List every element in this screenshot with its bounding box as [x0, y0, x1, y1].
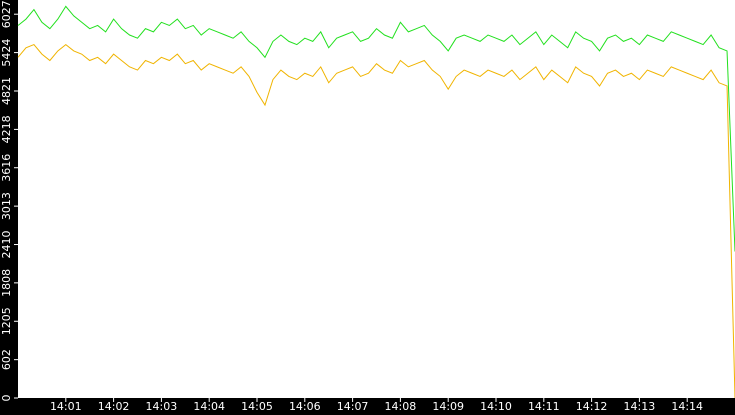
x-tick-label: 14:02 — [98, 400, 130, 413]
y-tick-label: 1808 — [0, 269, 13, 297]
y-tick-label: 0 — [0, 395, 13, 402]
x-tick-label: 14:07 — [337, 400, 369, 413]
x-tick-label: 14:10 — [480, 400, 512, 413]
y-tick-label: 2410 — [0, 231, 13, 259]
x-tick-label: 14:01 — [50, 400, 82, 413]
y-tick-label: 3616 — [0, 154, 13, 182]
x-tick-label: 14:06 — [289, 400, 321, 413]
series-line — [17, 5, 735, 252]
y-tick-label: 1205 — [0, 307, 13, 335]
x-tick-label: 14:12 — [576, 400, 608, 413]
y-tick-label: 4821 — [0, 77, 13, 105]
x-tick-label: 14:08 — [385, 400, 417, 413]
x-tick-label: 14:03 — [146, 400, 178, 413]
y-tick-label: 6027 — [0, 0, 13, 28]
x-tick-label: 14:13 — [624, 400, 656, 413]
y-tick-label: 4218 — [0, 115, 13, 143]
x-tick-label: 14:14 — [671, 400, 703, 413]
x-tick-label: 14:09 — [432, 400, 464, 413]
y-tick-label: 5424 — [0, 39, 13, 67]
x-tick-label: 14:04 — [193, 400, 225, 413]
y-tick-label: 3013 — [0, 192, 13, 220]
x-tick-label: 14:05 — [241, 400, 273, 413]
y-axis-bar — [0, 0, 18, 415]
x-tick-label: 14:11 — [528, 400, 560, 413]
series-line — [17, 43, 735, 399]
x-axis-bar — [0, 398, 735, 415]
y-tick-label: 602 — [0, 349, 13, 370]
